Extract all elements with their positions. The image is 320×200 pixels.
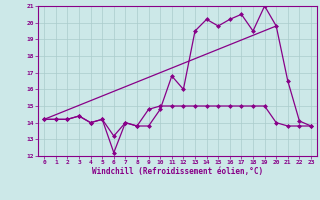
X-axis label: Windchill (Refroidissement éolien,°C): Windchill (Refroidissement éolien,°C) — [92, 167, 263, 176]
